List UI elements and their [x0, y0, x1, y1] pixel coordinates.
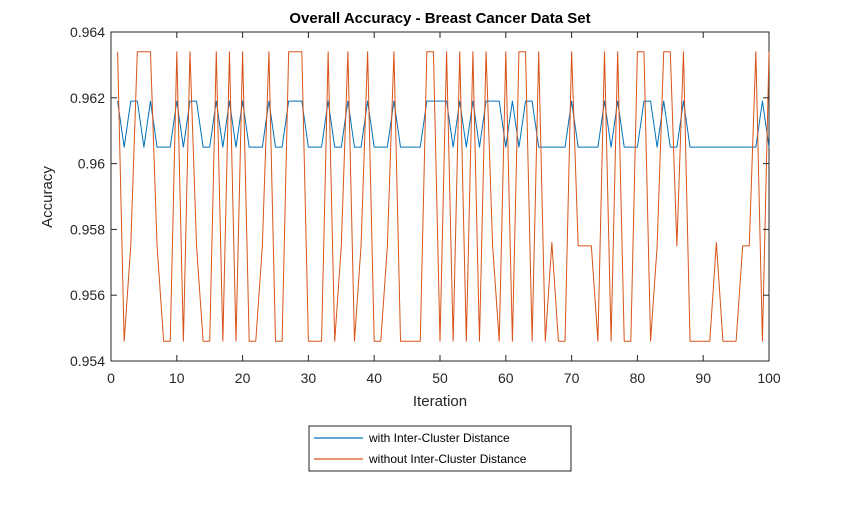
y-tick-label: 0.956	[70, 287, 105, 303]
x-tick-label: 90	[695, 370, 711, 386]
x-tick-label: 70	[564, 370, 580, 386]
legend-label-with: with Inter-Cluster Distance	[368, 431, 510, 445]
legend: with Inter-Cluster Distance without Inte…	[308, 425, 572, 472]
x-tick-label: 100	[757, 370, 781, 386]
x-tick-label: 10	[169, 370, 185, 386]
legend-box	[308, 425, 572, 472]
y-axis-ticks: 0.954 0.956 0.958 0.96 0.962 0.964	[70, 24, 769, 369]
y-tick-label: 0.958	[70, 221, 105, 237]
y-tick-label: 0.96	[78, 156, 105, 172]
x-tick-label: 0	[107, 370, 115, 386]
x-tick-label: 50	[432, 370, 448, 386]
x-tick-label: 80	[630, 370, 646, 386]
plot-area: 0 10 20 30 40 50 60 70 80 90 100 0.9540.9560.9580.…	[70, 24, 781, 386]
x-tick-label: 20	[235, 370, 251, 386]
x-tick-label: 60	[498, 370, 514, 386]
axes-box	[110, 31, 770, 362]
y-tick-label: 0.954	[70, 353, 105, 369]
x-tick-label: 40	[366, 370, 382, 386]
y-axis-label: Accuracy	[39, 166, 56, 228]
series-layer	[117, 51, 770, 342]
series-line-without-inter-cluster	[117, 51, 770, 342]
x-axis-label: Iteration	[413, 393, 467, 410]
series-line-with-inter-cluster	[117, 100, 770, 148]
x-axis-ticks: 0 10 20 30 40 50 60 70 80 90 100	[107, 32, 781, 386]
y-tick-label: 0.962	[70, 90, 105, 106]
legend-label-without: without Inter-Cluster Distance	[368, 452, 527, 466]
y-tick-label: 0.964	[70, 24, 105, 40]
x-tick-label: 30	[301, 370, 317, 386]
chart-title: Overall Accuracy - Breast Cancer Data Se…	[289, 10, 590, 27]
